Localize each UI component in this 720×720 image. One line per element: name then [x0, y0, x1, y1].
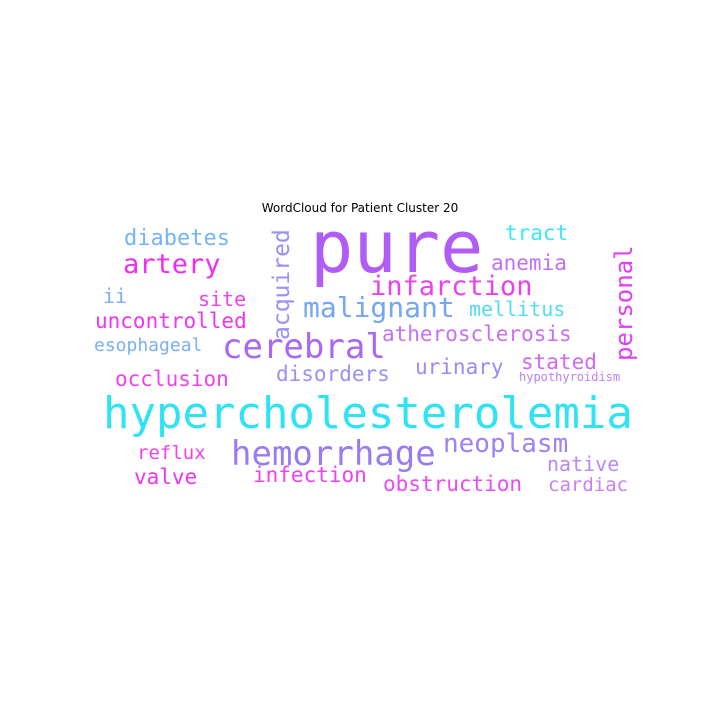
word-infection: infection	[253, 463, 367, 487]
word-artery: artery	[123, 249, 221, 280]
word-hypercholesterolemia: hypercholesterolemia	[103, 388, 633, 439]
word-disorders: disorders	[276, 362, 390, 386]
word-mellitus: mellitus	[469, 297, 565, 321]
word-cardiac: cardiac	[548, 474, 628, 496]
word-uncontrolled: uncontrolled	[95, 309, 247, 333]
word-obstruction: obstruction	[383, 472, 522, 496]
word-valve: valve	[134, 465, 197, 489]
chart-title: WordCloud for Patient Cluster 20	[261, 201, 459, 215]
word-pure: pure	[310, 205, 483, 289]
word-occlusion: occlusion	[115, 367, 229, 391]
word-acquired: acquired	[269, 229, 295, 340]
word-esophageal: esophageal	[94, 335, 202, 356]
word-hypothyroidism: hypothyroidism	[519, 370, 620, 384]
word-diabetes: diabetes	[124, 226, 230, 251]
word-malignant: malignant	[303, 291, 455, 324]
word-site: site	[198, 287, 246, 311]
word-infarction: infarction	[370, 271, 533, 302]
word-native: native	[547, 452, 619, 476]
word-personal: personal	[610, 245, 638, 361]
word-cerebral: cerebral	[222, 327, 386, 367]
word-stated: stated	[521, 350, 597, 374]
word-tract: tract	[505, 221, 568, 245]
word-anemia: anemia	[491, 251, 567, 275]
word-atherosclerosis: atherosclerosis	[382, 322, 572, 346]
word-urinary: urinary	[415, 355, 504, 379]
word-reflux: reflux	[137, 442, 206, 464]
word-neoplasm: neoplasm	[443, 429, 568, 459]
word-hemorrhage: hemorrhage	[231, 434, 436, 474]
word-ii: ii	[103, 284, 127, 308]
